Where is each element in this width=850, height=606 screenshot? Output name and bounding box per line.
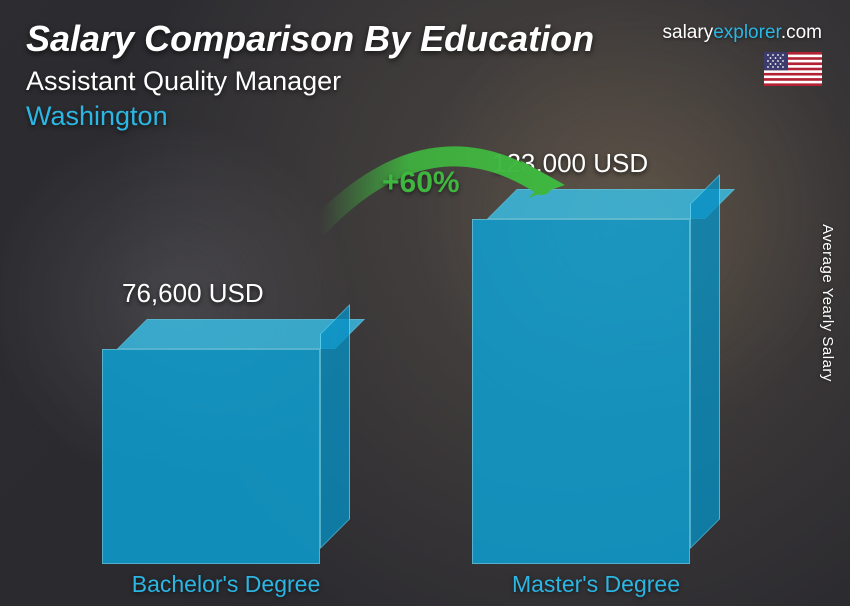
- page-location: Washington: [26, 101, 824, 132]
- brand-suffix: .com: [781, 22, 822, 43]
- bar-side-face: [690, 174, 720, 549]
- bar-category-label: Master's Degree: [462, 571, 730, 598]
- flag-icon: [764, 52, 822, 86]
- bar-front-face: [472, 219, 690, 564]
- brand-block: salaryexplorer.com: [663, 22, 822, 86]
- bar-value-label: 123,000 USD: [492, 148, 648, 179]
- percent-increase-label: +60%: [382, 166, 460, 200]
- chart-area: 76,600 USD Bachelor's Degree 123,000 USD…: [0, 160, 850, 606]
- bar-value-label: 76,600 USD: [122, 278, 264, 309]
- bar-front-face: [102, 349, 320, 564]
- bar-side-face: [320, 304, 350, 549]
- brand-text: salaryexplorer.com: [663, 22, 822, 44]
- brand-mid: explorer: [713, 22, 781, 43]
- bar-masters: [472, 219, 690, 564]
- brand-prefix: salary: [663, 22, 714, 43]
- bar-category-label: Bachelor's Degree: [92, 571, 360, 598]
- bar-bachelors: [102, 349, 320, 564]
